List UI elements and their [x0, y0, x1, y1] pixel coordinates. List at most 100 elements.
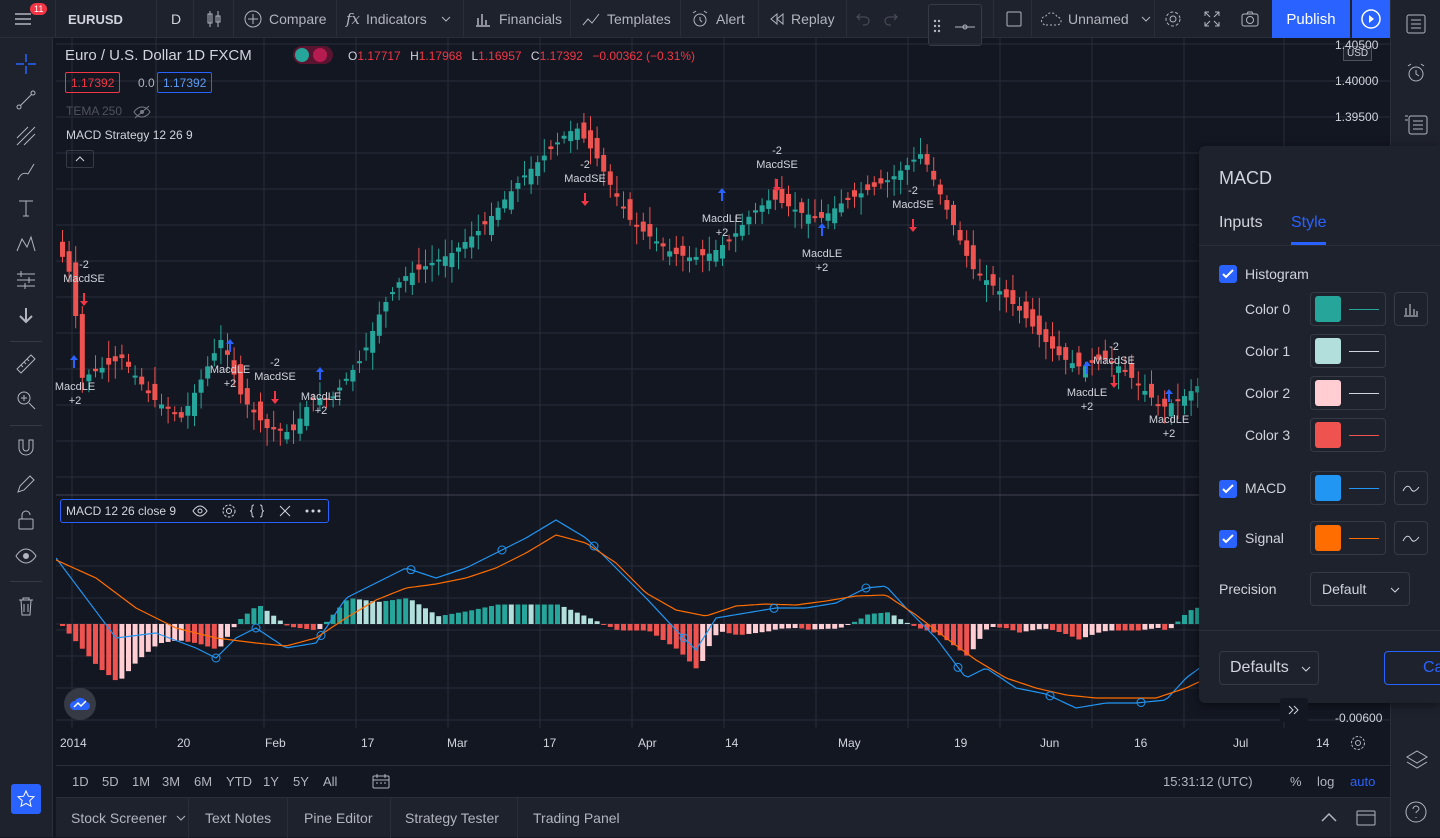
- macd-line-style-button[interactable]: [1394, 471, 1428, 505]
- interval-button[interactable]: D: [171, 11, 182, 27]
- scroll-to-realtime-button[interactable]: [1280, 698, 1308, 722]
- fullscreen-button[interactable]: [1203, 0, 1221, 38]
- sell-price-box[interactable]: 1.17392: [65, 72, 121, 93]
- color-3-picker[interactable]: [1310, 418, 1386, 452]
- settings-button[interactable]: [1163, 0, 1183, 38]
- redo-button[interactable]: [883, 0, 899, 38]
- clock-timezone[interactable]: 15:31:12 (UTC): [1163, 773, 1253, 789]
- prediction-tool[interactable]: [14, 268, 38, 292]
- macd-color-picker[interactable]: [1310, 471, 1386, 505]
- stay-drawing-tool[interactable]: [14, 472, 38, 496]
- brush-tool[interactable]: [14, 160, 38, 184]
- candle-body: [112, 356, 118, 362]
- publish-button[interactable]: Publish: [1272, 0, 1350, 38]
- signal-line-style-button[interactable]: [1394, 521, 1428, 555]
- tab-stock-screener[interactable]: Stock Screener: [56, 798, 202, 838]
- save-layout-button[interactable]: Unnamed: [1040, 0, 1153, 38]
- range-ytd[interactable]: YTD: [226, 773, 252, 789]
- range-1d[interactable]: 1D: [72, 773, 89, 789]
- text-tool[interactable]: [14, 196, 38, 220]
- signal-checkbox[interactable]: [1219, 530, 1237, 548]
- eye-icon[interactable]: [192, 504, 208, 518]
- expand-panel-button[interactable]: [1320, 810, 1338, 827]
- lock-tool[interactable]: [14, 508, 38, 532]
- strategy-legend[interactable]: MACD Strategy 12 26 9: [66, 128, 193, 142]
- layout-button[interactable]: [1005, 0, 1023, 38]
- percent-toggle[interactable]: %: [1290, 773, 1302, 789]
- trend-line-tool[interactable]: [14, 88, 38, 112]
- arrow-down-tool[interactable]: [14, 304, 38, 328]
- range-5y[interactable]: 5Y: [293, 773, 309, 789]
- chart-type-button[interactable]: [204, 0, 224, 38]
- color-2-picker[interactable]: [1310, 376, 1386, 410]
- tema-indicator-label[interactable]: TEMA 250: [66, 104, 151, 119]
- crosshair-tool[interactable]: [14, 52, 38, 76]
- snapshot-button[interactable]: [1240, 0, 1260, 38]
- templates-button[interactable]: Templates: [581, 0, 671, 38]
- undo-button[interactable]: [855, 0, 871, 38]
- visibility-tool[interactable]: [14, 544, 38, 568]
- auto-toggle[interactable]: auto: [1350, 773, 1376, 789]
- collapse-legend-button[interactable]: [66, 150, 94, 168]
- magnet-tool[interactable]: [14, 436, 38, 460]
- axis-settings-button[interactable]: [1349, 734, 1367, 755]
- replay-button[interactable]: Replay: [768, 0, 835, 38]
- log-toggle[interactable]: log: [1317, 773, 1335, 789]
- histogram-bar: [581, 615, 587, 624]
- indicators-button[interactable]: 𝑓x Indicators: [346, 0, 453, 38]
- gear-icon[interactable]: [221, 503, 237, 519]
- watchlist-button[interactable]: [1404, 12, 1428, 39]
- signal-color-picker[interactable]: [1310, 521, 1386, 555]
- eye-hidden-icon[interactable]: [133, 105, 151, 119]
- help-button[interactable]: [1404, 800, 1428, 827]
- alerts-button[interactable]: [1404, 61, 1428, 88]
- range-3m[interactable]: 3M: [162, 773, 181, 789]
- macd-checkbox[interactable]: [1219, 480, 1237, 498]
- favorites-button[interactable]: [11, 784, 41, 814]
- maximize-panel-button[interactable]: [1356, 809, 1376, 830]
- tab-strategy-tester[interactable]: Strategy Tester: [405, 810, 499, 826]
- zoom-tool[interactable]: [14, 388, 38, 412]
- tab-trading-panel[interactable]: Trading Panel: [533, 810, 620, 826]
- histogram-style-button[interactable]: [1394, 292, 1428, 326]
- layers-button[interactable]: [1404, 748, 1430, 777]
- menu-button[interactable]: [12, 0, 34, 38]
- close-icon[interactable]: [278, 504, 292, 518]
- floating-drawing-toolbar[interactable]: [928, 4, 982, 46]
- chevron-down-icon: [176, 815, 186, 821]
- tab-text-notes[interactable]: Text Notes: [205, 810, 272, 826]
- symbol-search[interactable]: EURUSD: [68, 11, 123, 27]
- cancel-button[interactable]: Cancel: [1384, 651, 1440, 685]
- tab-pine-editor[interactable]: Pine Editor: [304, 810, 373, 826]
- range-6m[interactable]: 6M: [194, 773, 213, 789]
- fib-tool[interactable]: [14, 124, 38, 148]
- macd-pane-legend[interactable]: MACD 12 26 close 9: [60, 499, 329, 523]
- range-all[interactable]: All: [323, 773, 338, 789]
- compare-button[interactable]: Compare: [243, 0, 327, 38]
- histogram-checkbox[interactable]: [1219, 265, 1237, 283]
- tab-inputs[interactable]: Inputs: [1219, 214, 1263, 231]
- financials-button[interactable]: Financials: [473, 0, 562, 38]
- histogram-bar: [258, 605, 263, 624]
- pattern-tool[interactable]: [14, 232, 38, 256]
- source-code-icon[interactable]: [248, 503, 266, 519]
- color-1-picker[interactable]: [1310, 334, 1386, 368]
- defaults-button[interactable]: Defaults: [1219, 651, 1319, 685]
- chart-area[interactable]: [56, 38, 1390, 765]
- more-icon[interactable]: [304, 504, 322, 518]
- goto-date-button[interactable]: [372, 766, 390, 796]
- buy-price-box[interactable]: 1.17392: [157, 72, 213, 93]
- measure-tool[interactable]: [14, 352, 38, 376]
- play-button[interactable]: [1352, 0, 1390, 38]
- range-1y[interactable]: 1Y: [263, 773, 279, 789]
- tradingview-logo[interactable]: [64, 688, 96, 720]
- alert-button[interactable]: Alert: [690, 0, 745, 38]
- market-status-toggle[interactable]: [293, 46, 333, 64]
- range-1m[interactable]: 1M: [132, 773, 151, 789]
- tab-style[interactable]: Style: [1291, 214, 1327, 231]
- precision-select[interactable]: Default: [1310, 572, 1410, 606]
- data-window-button[interactable]: [1404, 112, 1430, 139]
- range-5d[interactable]: 5D: [102, 773, 119, 789]
- color-0-picker[interactable]: [1310, 292, 1386, 326]
- delete-tool[interactable]: [14, 594, 38, 618]
